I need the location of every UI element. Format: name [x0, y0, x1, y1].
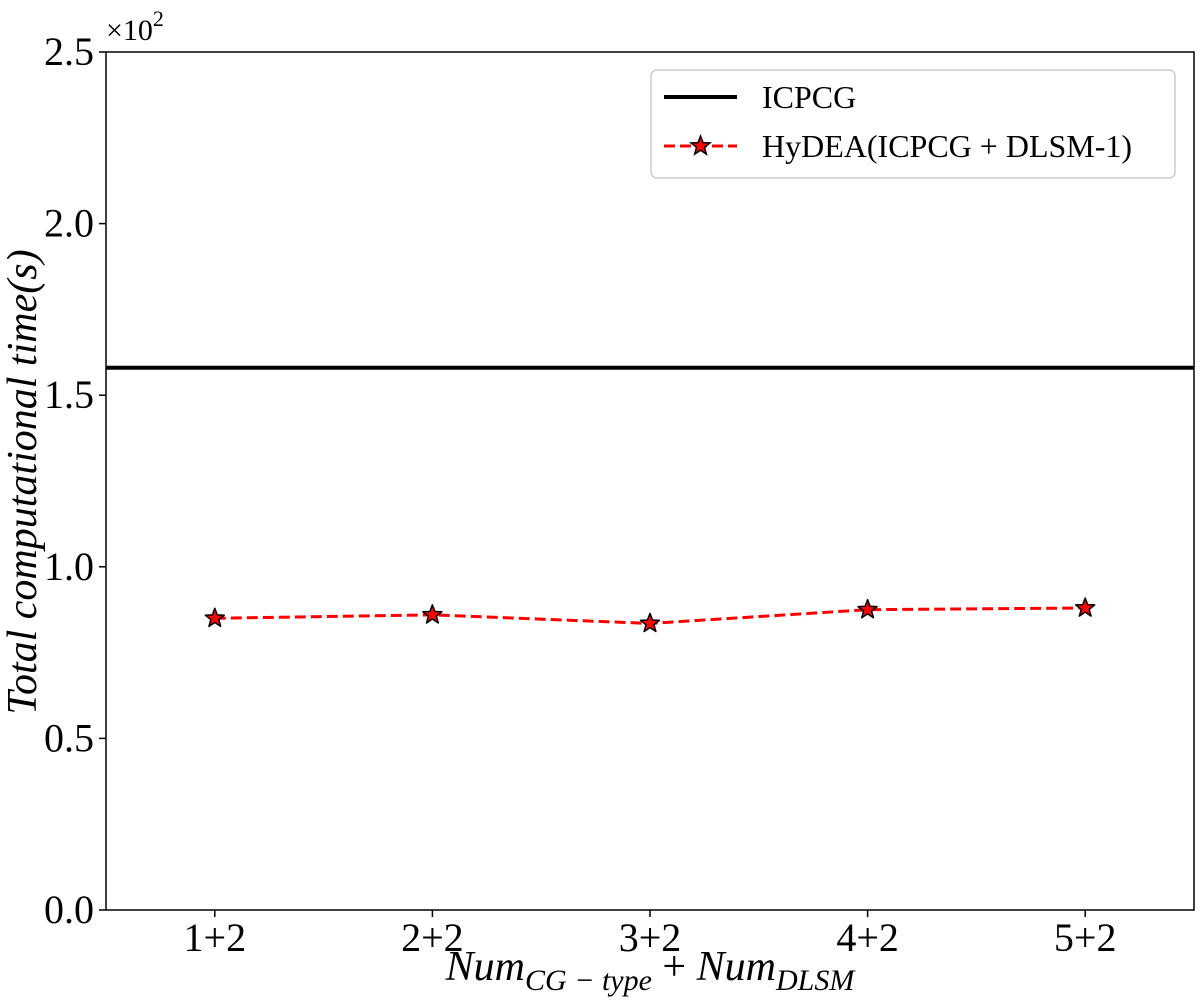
x-axis-title-part: + — [652, 944, 697, 990]
y-tick-label: 0.0 — [44, 887, 94, 932]
x-axis-title-part: Num — [696, 944, 776, 990]
y-multiplier-base: ×10 — [106, 14, 153, 47]
y-tick-label: 2.5 — [44, 29, 94, 74]
y-tick-label: 1.5 — [44, 372, 94, 417]
svg-text:×102: ×102 — [106, 6, 164, 47]
legend-label-1: HyDEA(ICPCG + DLSM-1) — [762, 128, 1132, 164]
data-point-4+2 — [857, 598, 878, 619]
data-point-1+2 — [204, 607, 226, 628]
data-point-3+2 — [639, 612, 661, 633]
y-axis-title: Total computational time(s) — [0, 249, 46, 714]
legend-box — [650, 69, 1176, 179]
data-point-2+2 — [422, 604, 443, 624]
y-tick-label: 1.0 — [44, 544, 94, 589]
y-tick-label: 2.0 — [44, 201, 94, 246]
x-tick-label: 2+2 — [401, 915, 464, 960]
x-tick-label: 3+2 — [619, 915, 682, 960]
x-axis-title-subscript: DLSM — [775, 964, 856, 997]
legend-label-0: ICPCG — [762, 79, 856, 115]
x-axis-title: NumCG − type​ + NumDLSM​ — [445, 944, 857, 997]
data-point-5+2 — [1074, 597, 1096, 617]
x-tick-label: 1+2 — [184, 915, 247, 960]
axes-frame — [105, 51, 1195, 911]
axes: 0.0 0.5 1.0 1.5 2.0 2.5 1+2 2+2 3+2 4+2 5+2 — [44, 29, 1195, 960]
x-axis-title-subscript: CG − type — [525, 964, 652, 997]
y-axis-multiplier: ×102 — [106, 6, 164, 47]
legend-marker-1 — [688, 133, 713, 156]
y-tick-label: 0.5 — [44, 715, 94, 760]
y-multiplier-exponent: 2 — [153, 6, 164, 31]
x-axis-title-part: Num — [445, 944, 525, 990]
legend: ICPCG HyDEA(ICPCG + DLSM-1) — [650, 69, 1176, 179]
x-tick-label: 4+2 — [836, 915, 899, 960]
plot-area — [106, 365, 1194, 633]
x-tick-label: 5+2 — [1054, 915, 1117, 960]
